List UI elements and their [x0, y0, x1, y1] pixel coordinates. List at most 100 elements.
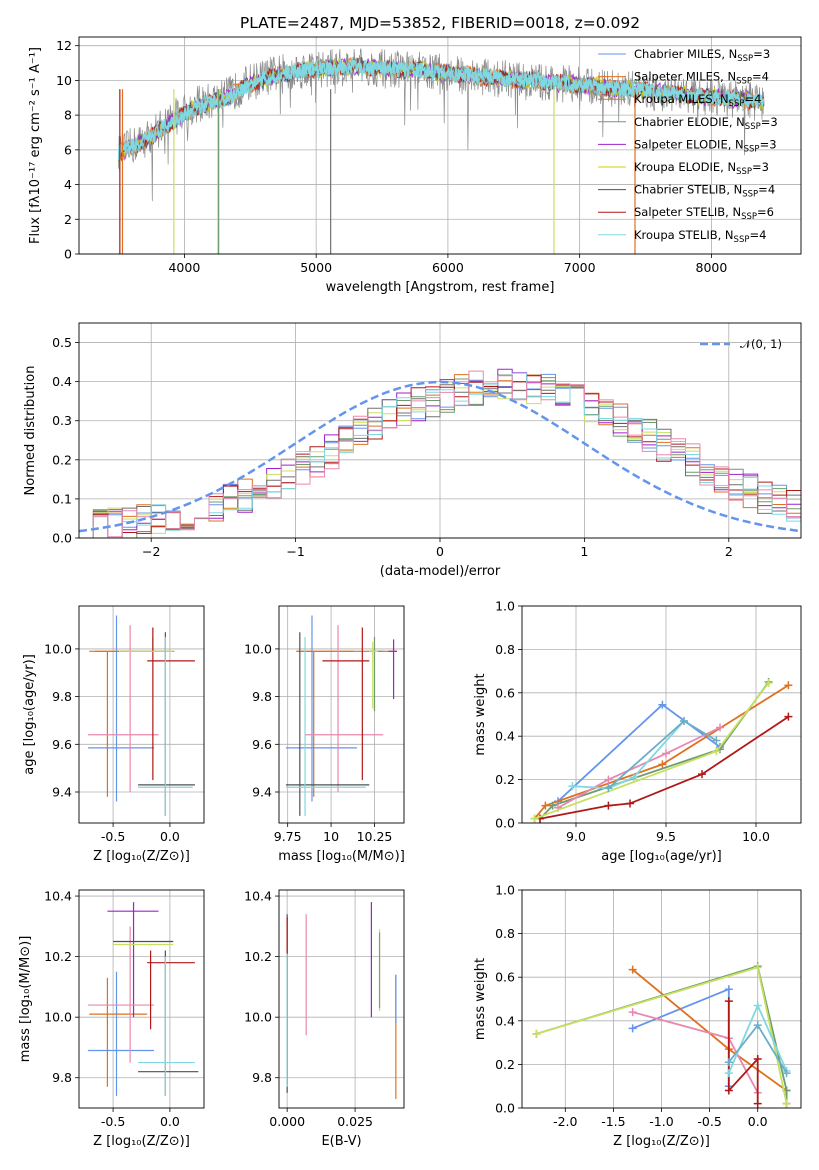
y-tick-label: 0: [64, 247, 72, 262]
weight-point: [753, 1021, 762, 1030]
legend-label: Kroupa MILES, N: [634, 92, 729, 106]
x-axis-label: (data-model)/error: [380, 564, 501, 579]
y-tick-label: 0.4: [495, 729, 515, 744]
axes-frame: [78, 36, 802, 255]
plot-area: [530, 677, 793, 823]
chart-title: PLATE=2487, MJD=53852, FIBERID=0018, z=0…: [240, 14, 640, 32]
legend-label: Salpeter ELODIE, N: [634, 137, 744, 151]
plot-area: [88, 902, 199, 1096]
legend-sub: SSP: [734, 235, 750, 245]
legend-eq: =: [749, 228, 759, 242]
weight-point: [724, 997, 733, 1006]
weight-line-3: [557, 726, 721, 809]
axes-frame: [521, 889, 802, 1109]
legend-label: Chabrier STELIB, N: [634, 183, 742, 197]
legend-eq: =: [757, 205, 767, 219]
legend-label: Kroupa ELODIE, N: [634, 160, 736, 174]
legend-nssp: 4: [762, 70, 769, 84]
axes-frame: [78, 322, 802, 539]
y-tick-label: 0.5: [52, 335, 72, 350]
legend-eq: =: [758, 183, 768, 197]
axes-frame: [521, 605, 802, 824]
y-tick-label: 10.4: [44, 889, 72, 904]
x-tick-label: 0.000: [269, 1114, 305, 1129]
y-tick-label: 1.0: [495, 883, 515, 898]
x-tick-label: -1.0: [649, 1114, 673, 1129]
y-tick-label: 0.6: [495, 970, 515, 985]
legend-eq: =: [753, 47, 763, 61]
y-axis-label: Normed distribution: [23, 366, 38, 496]
weight-line-1: [533, 684, 789, 820]
y-axis-label: mass [log₁₀(M/M⊙)]: [18, 936, 33, 1063]
y-tick-label: 10.4: [244, 889, 272, 904]
y-tick-label: 0.4: [52, 374, 72, 389]
weight-point: [541, 801, 550, 810]
plot-area: [79, 368, 801, 538]
y-tick-label: 0.8: [495, 642, 515, 657]
x-tick-label: -0.5: [101, 1114, 125, 1129]
x-tick-label: 6000: [432, 260, 464, 275]
y-tick-label: 10.2: [244, 949, 272, 964]
x-tick-label: 10.25: [357, 829, 393, 844]
legend-entry-4: Salpeter ELODIE, NSSP=3: [634, 137, 777, 154]
y-tick-label: 10.2: [44, 949, 72, 964]
weight-point: [532, 1029, 541, 1038]
y-tick-label: 12: [56, 38, 72, 53]
y-tick-label: 0.0: [495, 1101, 515, 1116]
residuals-panel: −2 −1 0 1 2 0.0 0.1 0.2 0.3 0.4 0.5 (data-model)/er…: [23, 322, 802, 579]
y-axis-label: Flux [fλ10⁻¹⁷ erg cm⁻² s⁻¹ A⁻¹]: [28, 47, 43, 244]
legend-nssp: 3: [770, 115, 777, 129]
weight-point: [568, 782, 577, 791]
x-tick-label: -1.5: [601, 1114, 625, 1129]
y-tick-label: 10.0: [244, 1010, 272, 1025]
legend-nssp: 3: [769, 137, 776, 151]
x-axis-label: Z [log₁₀(Z/Z⊙)]: [613, 1134, 710, 1149]
y-tick-label: 9.4: [52, 785, 72, 800]
y-tick-label: 8: [64, 108, 72, 123]
x-tick-label: 9.5: [656, 829, 676, 844]
weight-point: [753, 963, 762, 972]
legend-sub: SSP: [742, 190, 758, 200]
weight-point: [724, 1086, 733, 1095]
legend-entry-3: Chabrier ELODIE, NSSP=3: [634, 115, 778, 132]
weight-point: [628, 1024, 637, 1033]
weight-point: [698, 770, 706, 779]
y-tick-label: 2: [64, 212, 72, 227]
histogram-0: [79, 373, 801, 538]
weight-point: [716, 723, 724, 732]
legend-eq: =: [744, 92, 754, 106]
y-tick-label: 10.0: [244, 641, 272, 656]
y-tick-label: 0.8: [495, 926, 515, 941]
y-axis-label: mass weight: [473, 958, 488, 1040]
legend-entry-8: Kroupa STELIB, NSSP=4: [634, 228, 766, 245]
legend-nssp: 3: [762, 160, 769, 174]
legend-nssp: 4: [759, 228, 766, 242]
legend-entry-6: Chabrier STELIB, NSSP=4: [634, 183, 775, 200]
weight-line-5: [727, 1001, 759, 1104]
x-axis-label: wavelength [Angstrom, rest frame]: [326, 280, 555, 295]
y-tick-label: 0.0: [495, 816, 515, 831]
y-tick-label: 4: [64, 177, 72, 192]
gaussian-curve: [79, 380, 801, 533]
x-tick-label: 8000: [696, 260, 728, 275]
weight-vs-metallicity-panel: -2.0 -1.5 -1.0 -0.5 0.0 0.0 0.2 0.4 0.6 0.8 1.0 Z […: [473, 883, 802, 1149]
legend-label: Salpeter STELIB, N: [634, 205, 741, 219]
weight-point: [626, 799, 634, 808]
legend-sub: SSP: [744, 144, 760, 154]
x-tick-label: 0.0: [160, 829, 180, 844]
weight-point: [658, 760, 667, 769]
weight-point: [764, 679, 773, 688]
legend-sub: SSP: [736, 77, 752, 87]
plot-area: [532, 962, 791, 1108]
y-tick-label: 0.2: [495, 1057, 515, 1072]
weight-point: [784, 681, 793, 690]
legend-entry-0: Chabrier MILES, NSSP=3: [634, 47, 770, 64]
mass-vs-ebv-panel: 0.000 0.025 9.8 10.0 10.2 10.4 E(B-V): [244, 889, 405, 1149]
x-tick-label: -0.5: [697, 1114, 721, 1129]
weight-point: [628, 1008, 637, 1017]
x-tick-label: -0.5: [101, 829, 125, 844]
legend-nssp: 4: [768, 183, 775, 197]
y-tick-label: 9.6: [252, 737, 272, 752]
legend-sub: SSP: [736, 167, 752, 177]
weight-vs-age-panel: 9.0 9.5 10.0 0.0 0.2 0.4 0.6 0.8 1.0 age [log₁₀(a…: [473, 599, 802, 864]
